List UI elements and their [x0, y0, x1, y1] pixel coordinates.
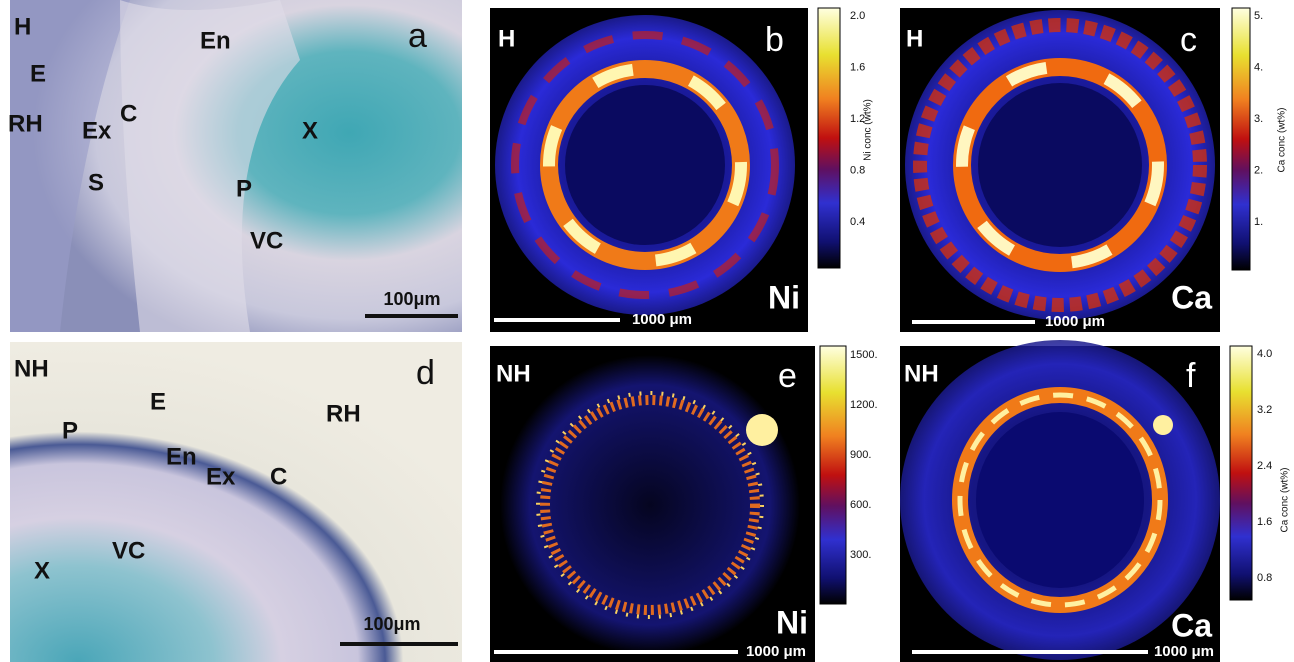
- colorbar-tick: 0.8: [1257, 572, 1272, 584]
- element-label: Ni: [776, 604, 808, 640]
- colorbar-tick: 5.: [1254, 10, 1263, 22]
- group-label: NH: [14, 355, 49, 382]
- tissue-label: En: [166, 443, 197, 470]
- colorbar-tick: 1200.: [850, 399, 878, 411]
- tissue-label: P: [236, 175, 252, 202]
- tissue-label: VC: [112, 537, 145, 564]
- colorbar: [1230, 346, 1252, 600]
- panel-letter: b: [765, 21, 784, 59]
- figure: Ha E Ex C En X RH S P VC 100μm Hb 1000 μm Ni 2.0 1.6 1. 2…: [0, 0, 1294, 662]
- group-label: NH: [496, 360, 531, 387]
- group-label: NH: [904, 360, 939, 387]
- panel-letter: c: [1180, 21, 1197, 59]
- tissue-label: Ex: [206, 463, 236, 490]
- tissue-label: RH: [8, 110, 43, 137]
- tissue-label: E: [150, 388, 166, 415]
- colorbar-tick: 900.: [850, 449, 871, 461]
- colorbar-tick: 1.: [1254, 216, 1263, 228]
- panel-letter: f: [1186, 357, 1196, 395]
- colorbar-tick: 2.: [1254, 164, 1263, 176]
- map-core: [565, 85, 725, 245]
- tissue-label: VC: [250, 227, 283, 254]
- panel-letter: e: [778, 357, 797, 395]
- element-label: Ni: [768, 279, 800, 315]
- tissue-label: E: [30, 60, 46, 87]
- element-label: Ca: [1171, 607, 1212, 643]
- tissue-label: En: [200, 27, 231, 54]
- tissue-label: X: [34, 557, 50, 584]
- colorbar-title: Ni conc (wt%): [863, 99, 874, 161]
- map-hotspot: [746, 414, 778, 446]
- scale-bar-label: 1000 μm: [746, 643, 806, 660]
- colorbar-tick: 1500.: [850, 349, 878, 361]
- colorbar-tick: 3.: [1254, 113, 1263, 125]
- colorbar-tick: 2.4: [1257, 460, 1272, 472]
- tissue-label: P: [62, 417, 78, 444]
- colorbar-tick: 4.: [1254, 61, 1263, 73]
- colorbar: [820, 346, 846, 604]
- tissue-label: Ex: [82, 117, 112, 144]
- panel-letter: a: [408, 17, 427, 55]
- colorbar: [818, 8, 840, 268]
- tissue-label: S: [88, 169, 104, 196]
- scale-bar-label: 1000 μm: [632, 311, 692, 328]
- group-label: H: [906, 25, 923, 52]
- colorbar-tick: 300.: [850, 549, 871, 561]
- scale-bar-label: 100μm: [363, 614, 420, 634]
- tissue-label: C: [270, 463, 287, 490]
- colorbar-tick: 4.0: [1257, 348, 1272, 360]
- scale-bar-label: 1000 μm: [1045, 313, 1105, 330]
- colorbar-title: Ca conc (wt%): [1277, 107, 1288, 172]
- tissue-label: RH: [326, 400, 361, 427]
- scale-bar-label: 100μm: [383, 289, 440, 309]
- colorbar-tick: 1.6: [1257, 516, 1272, 528]
- map-core: [976, 412, 1144, 588]
- colorbar-tick: 0.8: [850, 164, 865, 176]
- group-label: H: [498, 25, 515, 52]
- tissue-label: X: [302, 117, 318, 144]
- colorbar-tick: 3.2: [1257, 404, 1272, 416]
- element-label: Ca: [1171, 279, 1212, 315]
- colorbar: [1232, 8, 1250, 270]
- colorbar-title: Ca conc (wt%): [1280, 467, 1291, 532]
- colorbar-tick: 0.4: [850, 216, 865, 228]
- map-core: [978, 83, 1142, 247]
- colorbar-tick: 2.0: [850, 10, 865, 22]
- colorbar-tick: 600.: [850, 499, 871, 511]
- group-label: H: [14, 13, 31, 40]
- panel-letter: d: [416, 354, 435, 392]
- map-hotspot: [1153, 415, 1173, 435]
- tissue-label: C: [120, 100, 137, 127]
- colorbar-tick: 1.6: [850, 61, 865, 73]
- scale-bar-label: 1000 μm: [1154, 643, 1214, 660]
